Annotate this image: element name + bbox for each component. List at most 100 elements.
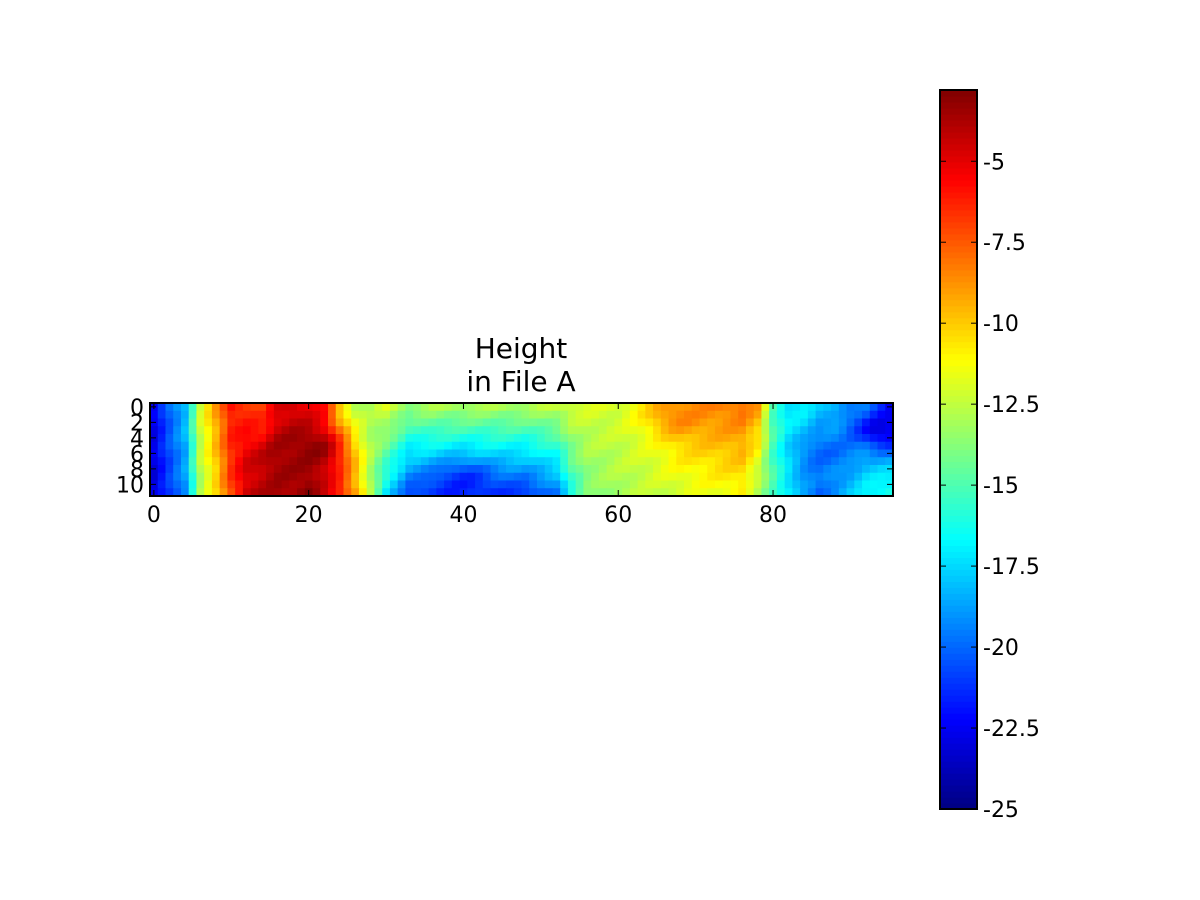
heatmap-cell <box>498 418 507 427</box>
heatmap-cell <box>583 488 592 497</box>
heatmap-cell <box>560 410 569 420</box>
heatmap-cell <box>451 449 461 458</box>
heatmap-cell <box>482 403 492 412</box>
heatmap-cell <box>459 449 468 458</box>
heatmap-cell <box>591 418 600 427</box>
heatmap-cell <box>653 426 662 435</box>
heatmap-cell <box>800 465 809 474</box>
colorbar-band <box>940 257 977 265</box>
heatmap-cell <box>800 410 809 420</box>
heatmap-cell <box>490 426 499 435</box>
colorbar-band <box>940 671 977 678</box>
heatmap-cell <box>451 403 461 412</box>
colorbar-band <box>940 587 977 594</box>
heatmap-cell <box>343 434 352 443</box>
heatmap-cell <box>273 457 283 466</box>
heatmap-cell <box>684 441 693 451</box>
heatmap-cell <box>544 410 554 420</box>
heatmap-cell <box>598 449 608 458</box>
heatmap-cell <box>800 449 809 458</box>
heatmap-cell <box>475 465 484 474</box>
heatmap-cell <box>684 457 693 466</box>
heatmap-cell <box>730 418 739 427</box>
heatmap-cell <box>289 449 298 458</box>
heatmap-cell <box>862 434 871 443</box>
heatmap-cell <box>862 426 871 435</box>
heatmap-cell <box>660 403 670 412</box>
heatmap-cell <box>467 449 476 458</box>
heatmap-cell <box>328 410 337 420</box>
heatmap-cell <box>521 480 530 489</box>
colorbar-band <box>940 497 977 505</box>
heatmap-cell <box>227 465 236 474</box>
heatmap-cell <box>660 410 670 420</box>
heatmap-cell <box>366 426 376 435</box>
heatmap-cell <box>831 418 840 427</box>
heatmap-cell <box>591 457 600 466</box>
heatmap-cell <box>676 449 685 458</box>
heatmap-cell <box>366 403 376 412</box>
heatmap-cell <box>436 488 445 497</box>
heatmap-cell <box>684 410 693 420</box>
heatmap-cell <box>668 465 677 474</box>
heatmap-cell <box>219 441 228 451</box>
heatmap-cell <box>738 488 747 497</box>
heatmap-cell <box>335 465 345 474</box>
heatmap-cell <box>235 418 244 427</box>
heatmap-cell <box>258 434 267 443</box>
heatmap-cell <box>653 449 662 458</box>
heatmap-cell <box>699 488 708 497</box>
heatmap-cell <box>204 488 213 497</box>
colorbar-band <box>940 653 977 660</box>
heatmap-cell <box>869 457 879 466</box>
heatmap-cell <box>428 449 437 458</box>
heatmap-cell <box>784 472 793 482</box>
heatmap-cell <box>815 403 824 412</box>
heatmap-cell <box>591 488 600 497</box>
colorbar-band <box>940 605 977 612</box>
heatmap-cell <box>544 434 554 443</box>
heatmap-cell <box>544 480 554 489</box>
heatmap-cell <box>583 434 592 443</box>
heatmap-cell <box>451 418 461 427</box>
heatmap-cell <box>444 434 453 443</box>
heatmap-cell <box>366 449 376 458</box>
heatmap-cell <box>420 480 430 489</box>
heatmap-cell <box>304 449 314 458</box>
heatmap-cell <box>343 441 352 451</box>
colorbar-band <box>940 407 977 415</box>
heatmap-cell <box>467 418 476 427</box>
heatmap-cell <box>358 426 368 435</box>
heatmap-cell <box>792 434 801 443</box>
heatmap-cell <box>157 441 167 451</box>
heatmap-cell <box>552 472 561 482</box>
heatmap-cell <box>807 418 817 427</box>
heatmap-cell <box>374 441 383 451</box>
heatmap-cell <box>157 410 167 420</box>
heatmap-cell <box>312 488 321 497</box>
heatmap-cell <box>482 465 492 474</box>
heatmap-cell <box>869 465 879 474</box>
colorbar-band <box>940 377 977 385</box>
heatmap-cell <box>614 410 623 420</box>
heatmap-cell <box>536 410 546 420</box>
colorbar-tick-label: -15 <box>983 474 1019 499</box>
heatmap-cell <box>653 418 662 427</box>
colorbar-band <box>940 629 977 636</box>
heatmap-cell <box>459 434 468 443</box>
heatmap-cell <box>660 441 670 451</box>
heatmap-cell <box>637 403 646 412</box>
heatmap-cell <box>312 480 321 489</box>
heatmap-cell <box>436 465 445 474</box>
heatmap-cell <box>227 403 236 412</box>
heatmap-cell <box>776 465 786 474</box>
colorbar-band <box>940 785 977 792</box>
heatmap-cell <box>459 465 468 474</box>
heatmap-cell <box>235 449 244 458</box>
x-axis: 0 20 40 60 80 <box>147 403 787 528</box>
heatmap-cell <box>614 480 623 489</box>
heatmap-cell <box>180 441 190 451</box>
heatmap-cell <box>467 441 476 451</box>
heatmap-cell <box>722 441 732 451</box>
heatmap-cell <box>877 465 886 474</box>
